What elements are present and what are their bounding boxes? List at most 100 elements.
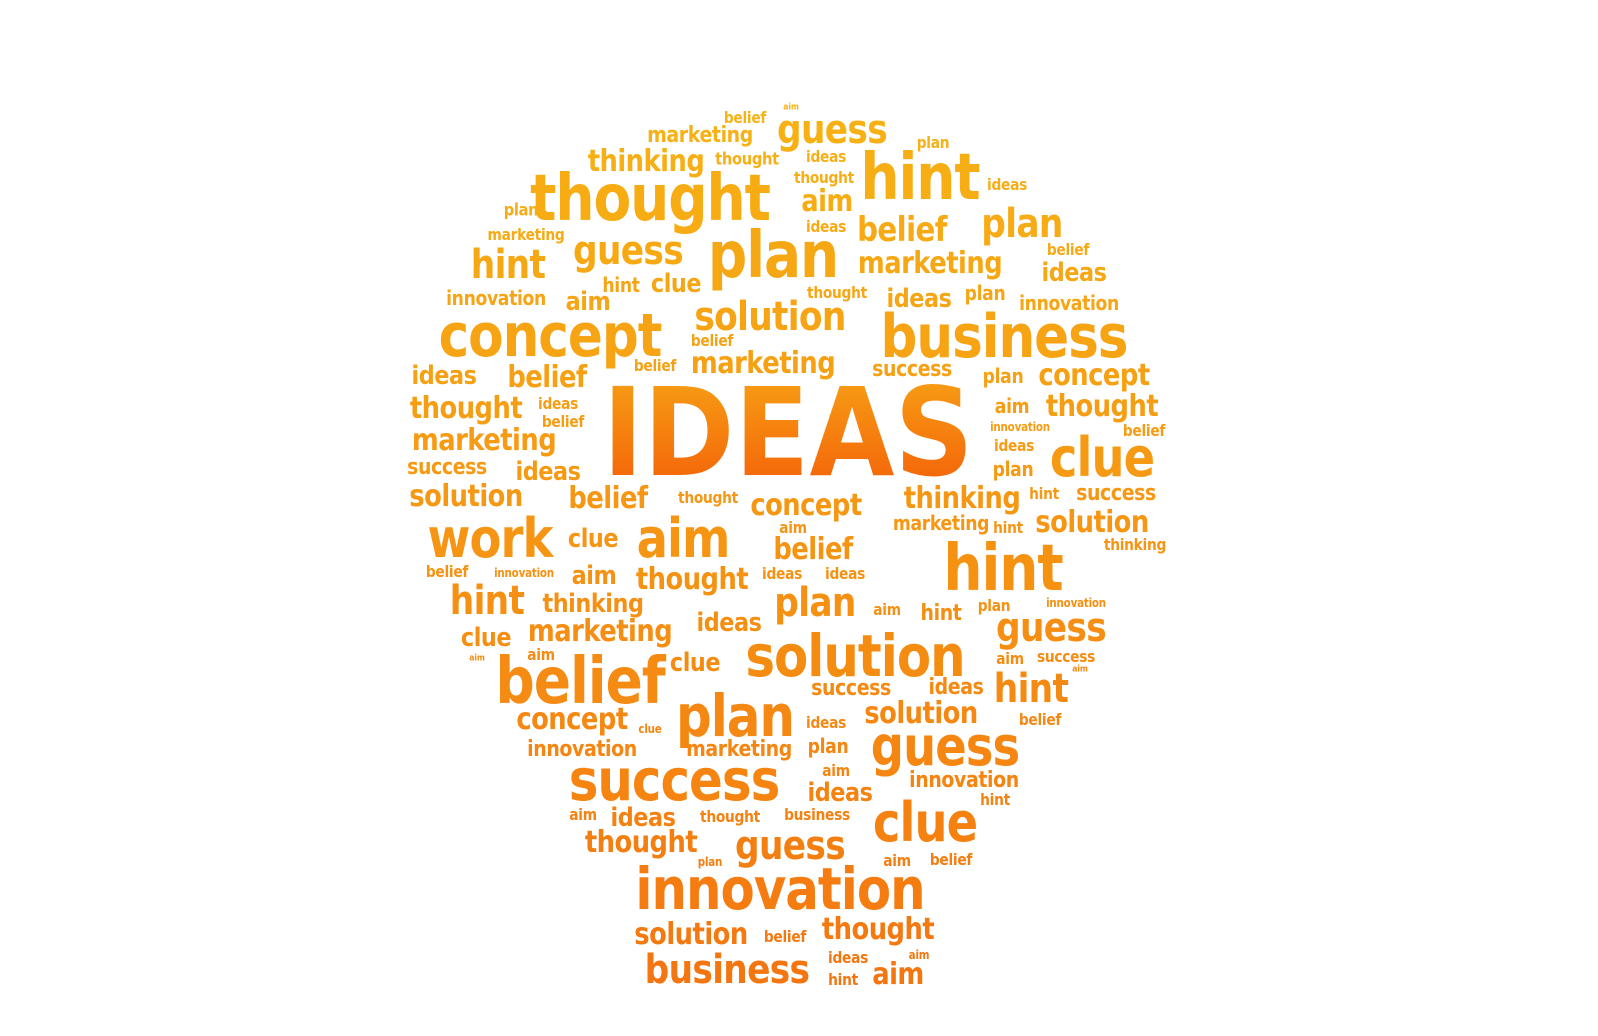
cloud-word: guess xyxy=(996,605,1107,651)
cloud-word: ideas xyxy=(824,564,866,583)
cloud-word: ideas xyxy=(805,713,847,732)
cloud-word: thought xyxy=(807,283,867,302)
cloud-word: clue xyxy=(567,524,619,554)
cloud-word: solution xyxy=(864,696,978,731)
cloud-word: belief xyxy=(857,210,947,250)
cloud-word: solution xyxy=(409,479,523,514)
cloud-word: belief xyxy=(773,532,853,567)
cloud-word: belief xyxy=(723,108,767,127)
cloud-word: ideas xyxy=(537,394,579,413)
cloud-word: plan xyxy=(697,855,723,869)
cloud-word: belief xyxy=(1046,240,1090,259)
cloud-word: belief xyxy=(1018,710,1062,729)
cloud-word: ideas xyxy=(805,147,847,166)
cloud-word: success xyxy=(568,746,781,814)
cloud-word: thought xyxy=(715,149,779,170)
cloud-word: innovation xyxy=(635,855,925,923)
cloud-word: innovation xyxy=(1046,596,1106,610)
cloud-word: plan xyxy=(964,281,1006,305)
cloud-word: hint xyxy=(920,601,962,626)
cloud-word: belief xyxy=(929,850,973,869)
cloud-word: hint xyxy=(449,578,525,624)
cloud-word: thought xyxy=(678,488,738,507)
cloud-word: marketing xyxy=(857,246,1003,281)
cloud-word: clue xyxy=(669,648,721,678)
ideas-hero-word: IDEAS xyxy=(602,362,974,504)
cloud-word: ideas xyxy=(1041,258,1107,288)
cloud-word: success xyxy=(1076,481,1156,506)
cloud-word: belief xyxy=(633,356,677,375)
cloud-word: success xyxy=(872,357,952,382)
cloud-word: plan xyxy=(981,201,1063,247)
cloud-word: clue xyxy=(460,623,512,653)
cloud-word: clue xyxy=(650,269,702,299)
cloud-word: concept xyxy=(1038,358,1150,393)
cloud-word: solution xyxy=(634,917,748,952)
cloud-word: thought xyxy=(794,168,854,187)
cloud-word: guess xyxy=(573,228,684,274)
cloud-word: thought xyxy=(409,391,523,426)
cloud-word: aim xyxy=(569,805,597,824)
cloud-word: plan xyxy=(977,596,1011,615)
cloud-word: ideas xyxy=(411,361,477,391)
cloud-word: marketing xyxy=(411,423,557,458)
cloud-word: thought xyxy=(1045,389,1159,424)
cloud-word: belief xyxy=(690,331,734,350)
cloud-word: solution xyxy=(745,622,965,690)
cloud-word: plan xyxy=(676,682,795,750)
cloud-word: belief xyxy=(541,412,585,431)
cloud-word: belief xyxy=(495,645,665,719)
cloud-word: aim xyxy=(908,948,930,962)
cloud-word: aim xyxy=(994,394,1030,418)
cloud-word: marketing xyxy=(487,225,565,244)
cloud-word: ideas xyxy=(928,675,984,700)
cloud-word: aim xyxy=(801,184,853,219)
cloud-word: aim xyxy=(872,957,924,992)
cloud-word: business xyxy=(880,302,1129,372)
cloud-word: belief xyxy=(568,481,648,516)
cloud-word: hint xyxy=(993,518,1023,537)
cloud-word: hint xyxy=(470,242,546,288)
cloud-word: clue xyxy=(638,722,662,736)
cloud-word: ideas xyxy=(515,457,581,487)
cloud-word: innovation xyxy=(909,768,1019,793)
cloud-word: marketing xyxy=(892,511,990,535)
cloud-word: innovation xyxy=(990,420,1050,434)
cloud-word: belief xyxy=(763,927,807,946)
cloud-word: hint xyxy=(993,666,1069,712)
cloud-word: success xyxy=(407,455,487,480)
cloud-word: aim xyxy=(873,600,901,619)
cloud-word: aim xyxy=(996,649,1024,668)
cloud-word: plan xyxy=(982,364,1024,388)
cloud-word: guess xyxy=(777,107,888,153)
cloud-word: thinking xyxy=(903,481,1021,516)
cloud-word: ideas xyxy=(993,436,1035,455)
cloud-word: aim xyxy=(565,287,611,317)
cloud-word: marketing xyxy=(527,614,673,649)
cloud-word: ideas xyxy=(807,778,873,808)
cloud-word: plan xyxy=(774,580,856,626)
cloud-word: business xyxy=(784,805,850,824)
cloud-word: thought xyxy=(584,825,698,860)
cloud-word: thought xyxy=(635,562,749,597)
cloud-word: aim xyxy=(1072,664,1088,675)
cloud-word: success xyxy=(1036,647,1096,666)
cloud-word: ideas xyxy=(696,608,762,638)
cloud-word: innovation xyxy=(527,737,637,762)
cloud-word: belief xyxy=(425,562,469,581)
cloud-word: plan xyxy=(807,734,849,758)
cloud-word: ideas xyxy=(761,564,803,583)
cloud-word: ideas xyxy=(805,217,847,236)
cloud-word: plan xyxy=(707,219,839,293)
cloud-word: marketing xyxy=(690,346,836,381)
cloud-word: plan xyxy=(503,200,539,221)
cloud-word: hint xyxy=(828,970,858,989)
cloud-word: concept xyxy=(750,488,862,523)
cloud-word: concept xyxy=(516,702,628,737)
cloud-word: clue xyxy=(1049,426,1155,489)
cloud-word: plan xyxy=(916,133,950,152)
cloud-word: clue xyxy=(872,791,978,854)
cloud-word: thinking xyxy=(1103,535,1167,554)
cloud-word: business xyxy=(644,947,810,993)
